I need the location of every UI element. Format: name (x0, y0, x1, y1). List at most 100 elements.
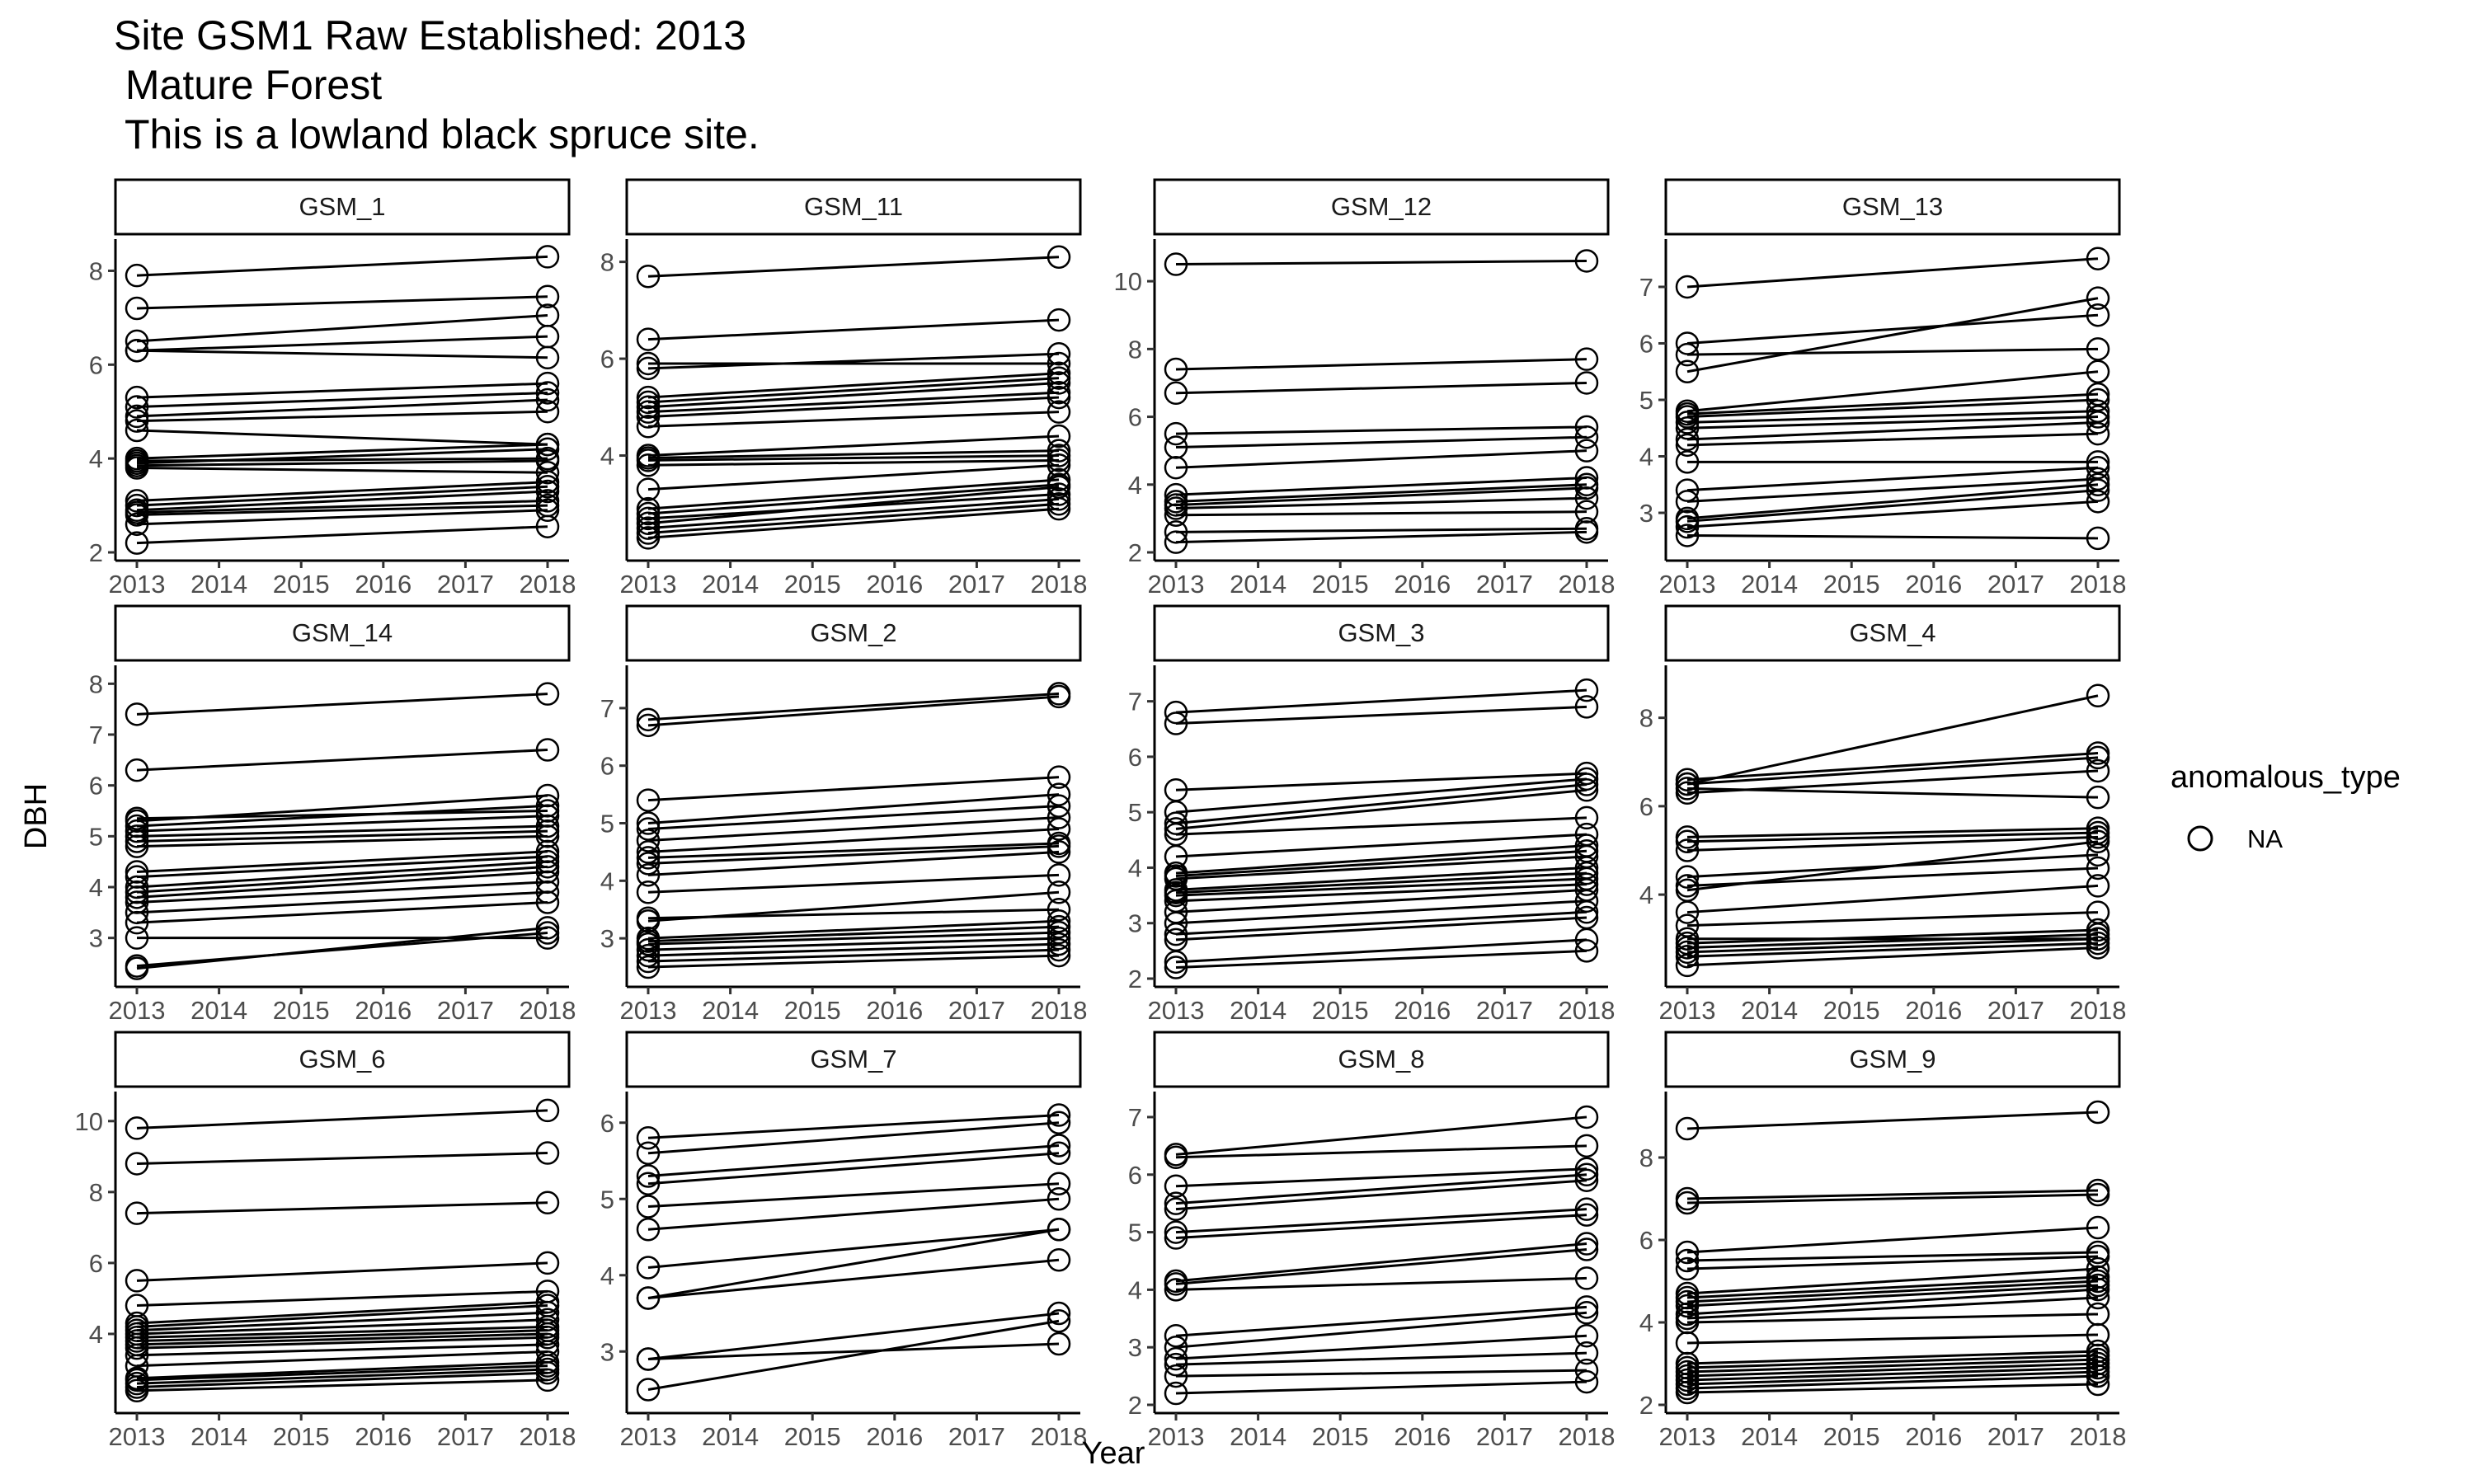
x-tick-label: 2014 (1741, 570, 1798, 599)
x-tick-label: 2015 (784, 570, 841, 599)
tree-line (1686, 1288, 2099, 1316)
x-tick-label: 2018 (1031, 570, 1088, 599)
tree-line (136, 1329, 548, 1343)
data-point (1574, 425, 1599, 449)
tree-line (136, 749, 548, 772)
tree-line (1175, 844, 1587, 875)
tree-line (1686, 694, 2099, 786)
tree-line (647, 449, 1060, 459)
data-point (1675, 359, 1700, 383)
data-point (636, 501, 661, 526)
legend-title: anomalous_type (2171, 760, 2401, 795)
tree-line (136, 1152, 548, 1165)
data-point (1164, 1143, 1188, 1167)
data-point (535, 1190, 560, 1215)
data-point (1675, 411, 1700, 434)
data-point (125, 1152, 149, 1176)
strip-box (1153, 1031, 1610, 1088)
data-point (1574, 1323, 1599, 1348)
tree-line (647, 1197, 1060, 1231)
data-point (1047, 1309, 1071, 1333)
strip-box (114, 1031, 571, 1088)
tree-line (136, 1304, 548, 1328)
data-point (1164, 1278, 1188, 1302)
tree-line (647, 937, 1060, 951)
tree-line (136, 1371, 548, 1388)
data-point (1574, 347, 1599, 371)
x-tick-label: 2013 (1148, 1422, 1205, 1451)
data-point (125, 702, 149, 726)
x-tick-label: 2016 (866, 996, 923, 1025)
data-point (1164, 1191, 1188, 1215)
panel-gsm-1: GSM_1 2 4 6 8 2013 2014 2015 2016 2017 2018 (89, 178, 576, 599)
y-tick-label: 8 (89, 256, 103, 285)
data-point (535, 284, 560, 309)
data-point (1574, 1203, 1599, 1227)
legend-key-open-circle (2187, 825, 2213, 852)
data-point (636, 496, 661, 521)
data-point (636, 390, 661, 415)
strip-label: GSM_3 (1338, 618, 1424, 647)
tree-line (136, 485, 548, 507)
x-tick-label: 2015 (273, 1422, 330, 1451)
x-tick-label: 2013 (109, 1422, 166, 1451)
tree-line (647, 805, 1060, 830)
tree-line (136, 429, 548, 446)
strip-box (114, 604, 571, 662)
tree-line (136, 1364, 548, 1382)
tree-line (1686, 420, 2099, 441)
data-point (636, 1126, 661, 1150)
y-tick-label: 8 (1128, 335, 1142, 364)
x-tick-label: 2014 (702, 996, 759, 1025)
data-point (125, 531, 149, 555)
data-point (1574, 439, 1599, 463)
x-tick-label: 2014 (190, 570, 247, 599)
y-tick-label: 8 (89, 669, 103, 698)
data-point (1047, 380, 1071, 405)
data-point (125, 806, 149, 830)
tree-line (1175, 449, 1587, 469)
data-point (1164, 861, 1188, 885)
data-point (636, 926, 661, 951)
y-tick-label: 10 (75, 1107, 103, 1136)
data-point (1675, 514, 1700, 539)
tree-line (1175, 1173, 1587, 1205)
data-point (1164, 520, 1188, 544)
tree-line (1175, 916, 1587, 942)
tree-line (136, 335, 548, 352)
data-point (1675, 1240, 1700, 1265)
tree-line (1686, 1251, 2099, 1262)
tree-line (1686, 489, 2099, 523)
data-point (535, 860, 560, 884)
tree-line (136, 504, 548, 516)
x-tick-label: 2013 (620, 996, 677, 1025)
tree-line (647, 695, 1060, 727)
x-tick-label: 2016 (1394, 996, 1451, 1025)
x-tick-label: 2017 (948, 1422, 1005, 1451)
data-point (1047, 453, 1071, 477)
y-tick-label: 4 (600, 442, 614, 471)
y-tick-label: 5 (1639, 386, 1653, 415)
y-tick-label: 6 (89, 772, 103, 801)
tree-line (647, 381, 1060, 409)
strip-label: GSM_9 (1849, 1045, 1935, 1073)
x-tick-label: 2015 (273, 570, 330, 599)
data-point (2086, 337, 2110, 361)
x-tick-label: 2018 (520, 570, 576, 599)
data-point (1574, 415, 1599, 439)
tree-line (1686, 787, 2099, 799)
data-point (1047, 1103, 1071, 1127)
tree-line (1175, 788, 1587, 830)
data-point (535, 794, 560, 818)
y-tick-label: 8 (1639, 704, 1653, 733)
data-point (1047, 1331, 1071, 1356)
data-point (636, 477, 661, 501)
x-tick-label: 2015 (784, 1422, 841, 1451)
y-tick-label: 5 (89, 822, 103, 851)
tree-line (1175, 527, 1587, 533)
tree-line (136, 824, 548, 838)
y-tick-label: 5 (1128, 1219, 1142, 1247)
data-point (1164, 1269, 1188, 1294)
data-point (125, 296, 149, 321)
